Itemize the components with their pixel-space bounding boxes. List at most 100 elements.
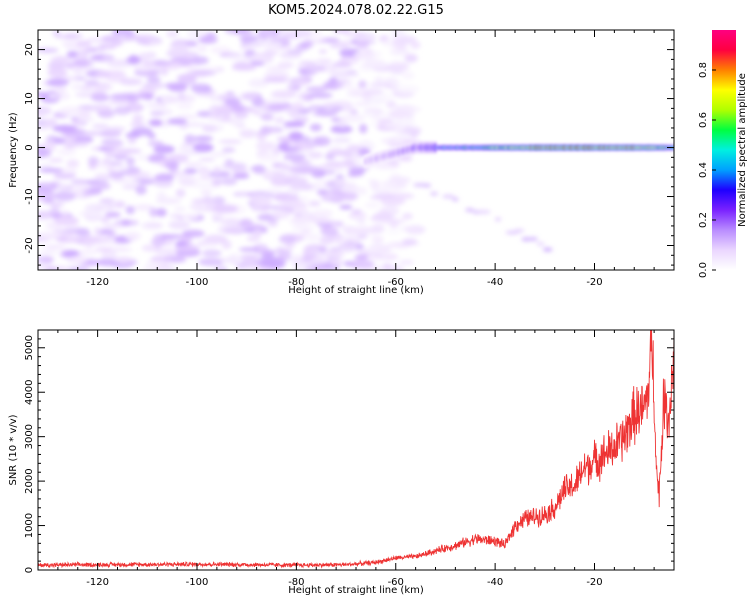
heatmap-cell (135, 185, 147, 195)
heatmap-cell (106, 126, 126, 132)
heatmap-cell (198, 157, 216, 162)
heatmap-cell (47, 67, 68, 78)
heatmap-cell (243, 258, 257, 268)
heatmap-cell (57, 226, 78, 232)
heatmap-cell (189, 203, 205, 211)
heatmap-cell (73, 68, 82, 76)
heatmap-cell (146, 259, 168, 267)
heatmap-cell (59, 209, 71, 216)
heatmap-cell (48, 157, 64, 163)
heatmap-cell (74, 44, 95, 52)
heatmap-cell (43, 244, 66, 249)
heatmap-cell (176, 176, 200, 184)
heatmap-cell (89, 104, 113, 111)
heatmap-cell (309, 258, 329, 265)
heatmap-cell (452, 197, 459, 202)
colorbar-tick-label: 0.6 (698, 112, 709, 128)
heatmap-cell (330, 260, 345, 266)
heatmap-cell (311, 136, 325, 145)
heatmap-cell (58, 106, 85, 117)
heatmap-cell (278, 234, 296, 244)
colorbar-tick-label: 0.2 (698, 212, 709, 228)
heatmap-cell (289, 165, 314, 175)
heatmap-cell (97, 232, 109, 239)
heatmap-cell (536, 241, 545, 246)
heatmap-cell (397, 37, 413, 45)
heatmap-cell (124, 231, 142, 241)
heatmap-cell (184, 162, 203, 167)
heatmap-cell (369, 195, 389, 200)
heatmap-cell (348, 236, 361, 246)
heatmap-cell (176, 114, 198, 120)
heatmap-cell (283, 121, 305, 128)
spectrogram-xlabel: Height of straight line (km) (288, 285, 424, 296)
heatmap-cell (354, 40, 370, 49)
heatmap-cell (364, 202, 380, 209)
heatmap-cell (291, 102, 305, 109)
heatmap-cell (324, 161, 347, 167)
heatmap-cell (401, 213, 413, 220)
heatmap-cell (98, 129, 122, 138)
heatmap-cell (260, 125, 272, 136)
heatmap-cell (129, 122, 146, 127)
noise-cells (38, 30, 553, 270)
x-tick-label: -120 (86, 577, 109, 588)
heatmap-cell (305, 86, 328, 93)
heatmap-cell (222, 227, 242, 234)
heatmap-cell (54, 183, 70, 189)
heatmap-cell (77, 117, 96, 122)
heatmap-cell (369, 180, 380, 190)
heatmap-cell (52, 124, 77, 132)
heatmap-cell (252, 228, 263, 237)
heatmap-cell (113, 106, 131, 115)
y-tick-label: 20 (24, 43, 35, 56)
heatmap-cell (119, 77, 143, 86)
heatmap-cells (38, 30, 674, 270)
heatmap-cell (282, 200, 295, 206)
heatmap-cell (305, 233, 320, 242)
x-tick-label: -120 (86, 277, 109, 288)
y-tick-label: 10 (24, 92, 35, 105)
heatmap-cell (108, 99, 134, 105)
heatmap-cell (316, 189, 329, 196)
heatmap-cell (239, 35, 258, 43)
heatmap-cell (476, 209, 491, 214)
heatmap-cell (332, 30, 351, 34)
heatmap-cell (308, 200, 321, 207)
heatmap-cell (370, 242, 382, 250)
x-tick-label: -100 (186, 577, 209, 588)
heatmap-cell (386, 100, 397, 109)
heatmap-cell (369, 82, 393, 87)
heatmap-cell (288, 113, 299, 119)
heatmap-cell (374, 76, 384, 83)
snr-panel: -120 -100 -80 -60 -40 -20 0 1000 2000 3000 4000 500… (8, 329, 675, 596)
heatmap-cell (168, 43, 192, 50)
heatmap-cell (90, 54, 105, 60)
heatmap-cell (192, 143, 214, 153)
heatmap-cell (38, 256, 55, 263)
heatmap-cell (184, 168, 198, 174)
heatmap-cell (143, 82, 165, 90)
heatmap-cell (256, 152, 281, 162)
heatmap-cell (430, 191, 439, 196)
heatmap-cell (347, 87, 365, 95)
heatmap-cell (38, 106, 52, 116)
heatmap-cell (77, 50, 90, 58)
heatmap-cell (246, 235, 261, 242)
heatmap-cell (154, 60, 173, 66)
heatmap-cell (286, 49, 303, 54)
heatmap-cell (46, 78, 70, 87)
heatmap-cell (351, 209, 362, 215)
y-tick-label: -10 (24, 188, 35, 204)
colorbar-tick-label: 0.4 (698, 162, 709, 178)
heatmap-cell (76, 235, 102, 243)
heatmap-cell (113, 165, 129, 172)
heatmap-cell (166, 49, 185, 58)
heatmap-cell (326, 249, 345, 259)
heatmap-cell (283, 106, 298, 114)
heatmap-cell (127, 136, 137, 145)
heatmap-cell (399, 259, 414, 265)
heatmap-cell (395, 133, 412, 138)
heatmap-cell (391, 30, 405, 39)
heatmap-cell (521, 237, 532, 242)
